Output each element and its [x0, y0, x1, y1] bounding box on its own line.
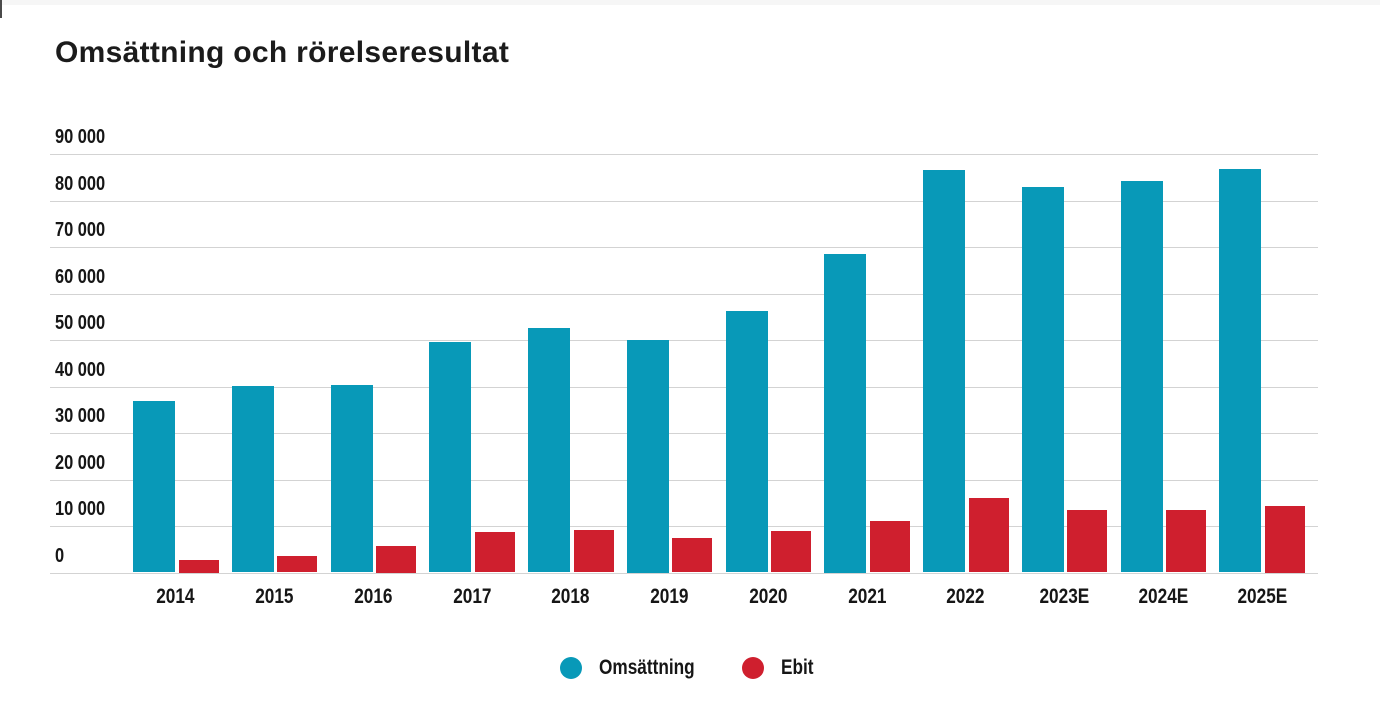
legend-dot-icon	[559, 657, 582, 679]
gridline-10000	[50, 526, 1318, 527]
y-axis-tick-text: 0	[55, 544, 65, 567]
bar-ebit-2022	[968, 498, 1009, 573]
bar-ebit-2021	[869, 520, 910, 573]
y-axis-tick-label: 20 000	[55, 451, 116, 474]
y-axis-tick-label: 40 000	[55, 358, 116, 381]
legend-label-text: Ebit	[780, 656, 814, 679]
x-axis-tick-text: 2024E	[1138, 585, 1189, 608]
gridline-20000	[50, 479, 1318, 481]
y-axis-tick-label: 50 000	[55, 313, 116, 334]
bar-ebit-2016	[376, 545, 416, 573]
x-axis-tick-label: 2025E	[1197, 586, 1327, 608]
x-axis-tick-label: 2014	[111, 586, 241, 608]
y-axis-tick-text: 80 000	[55, 172, 106, 195]
legend-label-omsattning: Omsättning	[599, 656, 716, 680]
bar-omsattning-2019	[626, 340, 669, 573]
x-axis-tick-label: 2017	[407, 586, 537, 608]
x-axis-tick-label: 2019	[605, 586, 735, 608]
x-axis-tick-label: 2023E	[1000, 586, 1130, 608]
legend-dot-icon	[741, 657, 764, 679]
bar-ebit-2017	[474, 531, 515, 573]
bar-ebit-2020	[771, 531, 811, 573]
gridline-40000	[50, 386, 1318, 388]
bar-ebit-2024e	[1166, 509, 1206, 573]
bar-omsattning-2024e	[1120, 181, 1163, 573]
x-axis-tick-label: 2020	[703, 586, 833, 608]
chart-title: Omsättning och rörelseresultat	[55, 36, 510, 69]
bar-ebit-2023e	[1067, 510, 1108, 573]
gridline-30000	[50, 433, 1318, 434]
y-axis-tick-text: 10 000	[55, 498, 106, 520]
y-axis-tick-label: 10 000	[55, 499, 116, 520]
bar-omsattning-2021	[824, 254, 867, 573]
x-axis-tick-text: 2023E	[1039, 585, 1090, 608]
x-axis-tick-text: 2021	[847, 585, 887, 608]
y-axis-tick-text: 90 000	[55, 126, 106, 148]
bar-omsattning-2020	[725, 310, 768, 573]
x-axis-tick-text: 2019	[650, 585, 689, 608]
y-axis-tick-label: 80 000	[55, 172, 116, 195]
y-axis-tick-text: 40 000	[55, 358, 106, 381]
gridline-90000	[50, 154, 1318, 155]
gridline-70000	[50, 247, 1318, 248]
legend-label-ebit: Ebit	[781, 656, 821, 680]
legend-item-ebit: Ebit	[741, 656, 821, 680]
x-axis-tick-label: 2015	[210, 586, 340, 608]
x-axis-tick-text: 2020	[749, 585, 788, 608]
x-axis-tick-label: 2021	[802, 586, 932, 608]
x-axis-tick-text: 2017	[452, 585, 492, 608]
x-axis-tick-text: 2022	[946, 585, 985, 608]
y-axis-tick-label: 0	[55, 544, 66, 567]
bar-omsattning-2014	[133, 400, 175, 573]
window-top-edge	[0, 0, 1380, 5]
y-axis-tick-label: 70 000	[55, 220, 116, 241]
window-left-edge	[0, 0, 2, 18]
bar-omsattning-2022	[923, 170, 965, 573]
bar-omsattning-2015	[231, 385, 274, 573]
bar-omsattning-2017	[429, 342, 472, 573]
x-axis-tick-text: 2015	[255, 585, 294, 608]
y-axis-tick-text: 60 000	[55, 265, 106, 288]
gridline-50000	[50, 340, 1318, 341]
bar-ebit-2025e	[1264, 506, 1305, 573]
bar-ebit-2014	[178, 559, 219, 573]
bar-ebit-2018	[573, 530, 614, 573]
y-axis-tick-text: 50 000	[55, 312, 106, 334]
y-axis-tick-text: 70 000	[55, 219, 106, 241]
legend-item-omsattning: Omsättning	[559, 656, 716, 680]
x-axis-tick-text: 2025E	[1237, 585, 1287, 608]
y-axis-tick-label: 90 000	[55, 127, 116, 148]
bar-omsattning-2023e	[1021, 186, 1064, 573]
bar-omsattning-2025e	[1219, 169, 1262, 573]
x-axis-tick-text: 2016	[354, 585, 393, 608]
x-axis-tick-text: 2014	[156, 585, 195, 608]
bar-ebit-2019	[672, 537, 713, 573]
x-axis-tick-text: 2018	[551, 585, 590, 608]
x-axis-tick-label: 2022	[901, 586, 1031, 608]
bar-omsattning-2016	[330, 385, 373, 573]
x-axis-tick-label: 2016	[308, 586, 438, 608]
bar-omsattning-2018	[528, 328, 570, 573]
y-axis-tick-label: 30 000	[55, 406, 116, 427]
gridline-80000	[50, 200, 1318, 202]
y-axis-tick-text: 30 000	[55, 405, 106, 427]
chart-legend: Omsättning Ebit	[0, 653, 1380, 683]
y-axis-tick-label: 60 000	[55, 265, 116, 288]
gridline-60000	[50, 293, 1318, 295]
x-axis-tick-label: 2018	[506, 586, 636, 608]
legend-label-text: Omsättning	[598, 656, 695, 679]
bar-ebit-2015	[277, 555, 318, 573]
y-axis-tick-text: 20 000	[55, 451, 106, 474]
gridline-0	[50, 572, 1318, 574]
x-axis-tick-label: 2024E	[1098, 586, 1228, 608]
